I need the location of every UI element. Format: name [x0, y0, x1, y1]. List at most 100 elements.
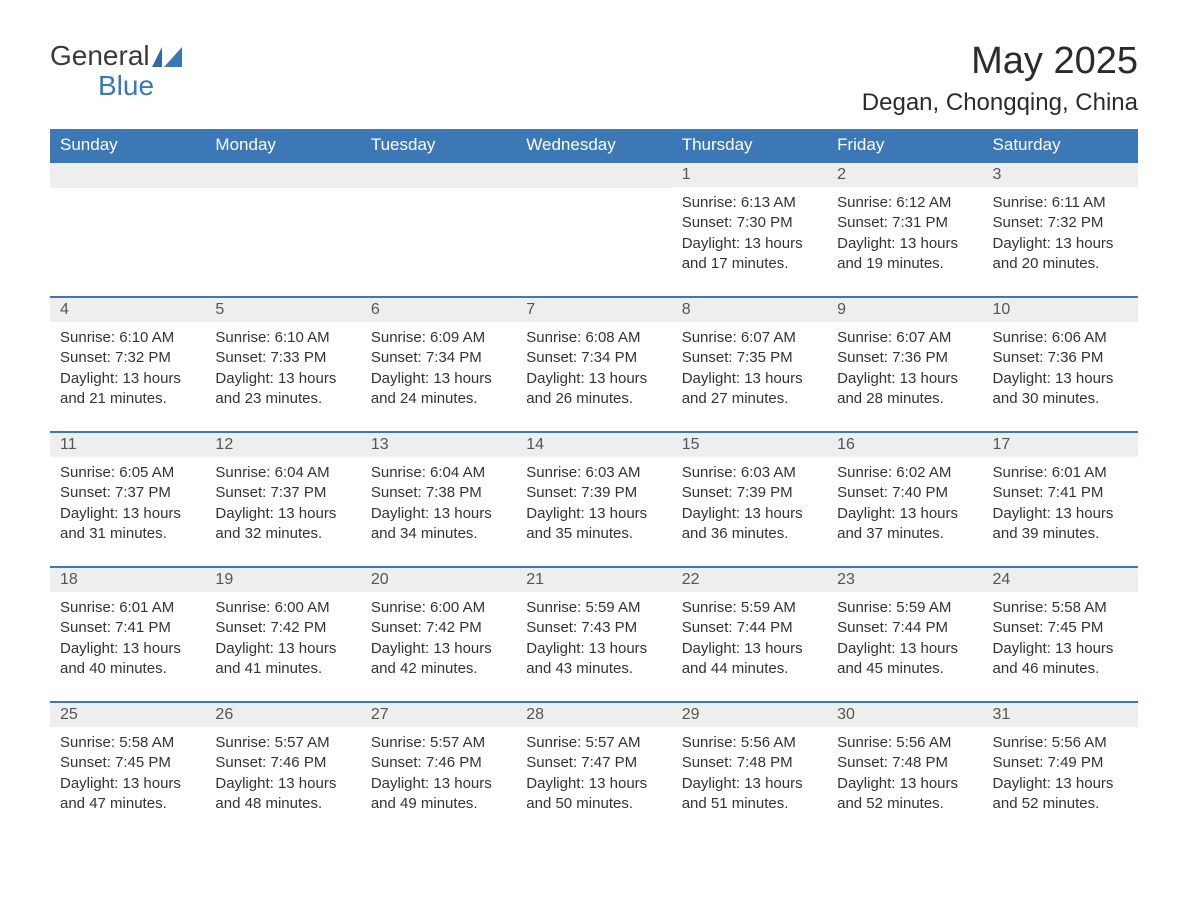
day-cell: 21Sunrise: 5:59 AMSunset: 7:43 PMDayligh…	[516, 567, 671, 702]
daylight-text: Daylight: 13 hours and 52 minutes.	[837, 774, 972, 815]
day-content: Sunrise: 6:02 AMSunset: 7:40 PMDaylight:…	[827, 461, 982, 544]
day-number: 23	[827, 568, 982, 592]
day-cell: 9Sunrise: 6:07 AMSunset: 7:36 PMDaylight…	[827, 297, 982, 432]
daylight-text: Daylight: 13 hours and 50 minutes.	[526, 774, 661, 815]
sunset-text: Sunset: 7:39 PM	[682, 483, 817, 503]
sunrise-text: Sunrise: 6:08 AM	[526, 328, 661, 348]
day-number: 24	[983, 568, 1138, 592]
sunrise-text: Sunrise: 5:57 AM	[215, 733, 350, 753]
sunrise-text: Sunrise: 6:06 AM	[993, 328, 1128, 348]
sunrise-text: Sunrise: 5:59 AM	[682, 598, 817, 618]
sunset-text: Sunset: 7:46 PM	[371, 753, 506, 773]
sunrise-text: Sunrise: 6:04 AM	[215, 463, 350, 483]
day-content: Sunrise: 6:04 AMSunset: 7:38 PMDaylight:…	[361, 461, 516, 544]
empty-day	[516, 163, 671, 188]
day-number: 16	[827, 433, 982, 457]
week-row: 1Sunrise: 6:13 AMSunset: 7:30 PMDaylight…	[50, 162, 1138, 297]
sunrise-text: Sunrise: 6:13 AM	[682, 193, 817, 213]
sunset-text: Sunset: 7:38 PM	[371, 483, 506, 503]
day-cell: 27Sunrise: 5:57 AMSunset: 7:46 PMDayligh…	[361, 702, 516, 836]
day-content: Sunrise: 6:01 AMSunset: 7:41 PMDaylight:…	[983, 461, 1138, 544]
sunrise-text: Sunrise: 6:10 AM	[60, 328, 195, 348]
daylight-text: Daylight: 13 hours and 27 minutes.	[682, 369, 817, 410]
sunrise-text: Sunrise: 5:59 AM	[526, 598, 661, 618]
sunrise-text: Sunrise: 6:12 AM	[837, 193, 972, 213]
daylight-text: Daylight: 13 hours and 52 minutes.	[993, 774, 1128, 815]
sunset-text: Sunset: 7:35 PM	[682, 348, 817, 368]
day-cell: 15 Sunrise: 6:03 AMSunset: 7:39 PMDayligh…	[672, 432, 827, 567]
weekday-header: Tuesday	[361, 129, 516, 162]
daylight-text: Daylight: 13 hours and 40 minutes.	[60, 639, 195, 680]
sunrise-text: Sunrise: 6:03 AM	[682, 463, 817, 483]
sunset-text: Sunset: 7:48 PM	[682, 753, 817, 773]
sunrise-text: Sunrise: 6:05 AM	[60, 463, 195, 483]
empty-day	[50, 163, 205, 188]
day-cell: 16 Sunrise: 6:02 AMSunset: 7:40 PMDayligh…	[827, 432, 982, 567]
daylight-text: Daylight: 13 hours and 17 minutes.	[682, 234, 817, 275]
day-cell: 13 Sunrise: 6:04 AMSunset: 7:38 PMDayligh…	[361, 432, 516, 567]
weekday-header-row: Sunday Monday Tuesday Wednesday Thursday…	[50, 129, 1138, 162]
day-number: 30	[827, 703, 982, 727]
day-number: 17	[983, 433, 1138, 457]
week-row: 11Sunrise: 6:05 AMSunset: 7:37 PMDayligh…	[50, 432, 1138, 567]
weekday-header: Wednesday	[516, 129, 671, 162]
day-content: Sunrise: 5:58 AMSunset: 7:45 PMDaylight:…	[50, 731, 205, 814]
day-number: 11	[50, 433, 205, 457]
day-content: Sunrise: 5:57 AMSunset: 7:47 PMDaylight:…	[516, 731, 671, 814]
day-content: Sunrise: 6:09 AMSunset: 7:34 PMDaylight:…	[361, 326, 516, 409]
day-cell: 20Sunrise: 6:00 AMSunset: 7:42 PMDayligh…	[361, 567, 516, 702]
day-content: Sunrise: 5:56 AMSunset: 7:49 PMDaylight:…	[983, 731, 1138, 814]
logo-flag-icon	[152, 42, 182, 74]
day-cell: 29Sunrise: 5:56 AMSunset: 7:48 PMDayligh…	[672, 702, 827, 836]
daylight-text: Daylight: 13 hours and 49 minutes.	[371, 774, 506, 815]
day-cell: 6Sunrise: 6:09 AMSunset: 7:34 PMDaylight…	[361, 297, 516, 432]
daylight-text: Daylight: 13 hours and 21 minutes.	[60, 369, 195, 410]
sunrise-text: Sunrise: 5:56 AM	[682, 733, 817, 753]
day-number: 19	[205, 568, 360, 592]
day-content: Sunrise: 6:07 AMSunset: 7:35 PMDaylight:…	[672, 326, 827, 409]
day-number: 8	[672, 298, 827, 322]
daylight-text: Daylight: 13 hours and 43 minutes.	[526, 639, 661, 680]
sunset-text: Sunset: 7:41 PM	[993, 483, 1128, 503]
daylight-text: Daylight: 13 hours and 35 minutes.	[526, 504, 661, 545]
day-number: 25	[50, 703, 205, 727]
day-content: Sunrise: 5:59 AMSunset: 7:44 PMDaylight:…	[827, 596, 982, 679]
day-content: Sunrise: 6:00 AMSunset: 7:42 PMDaylight:…	[205, 596, 360, 679]
day-number: 5	[205, 298, 360, 322]
day-number: 28	[516, 703, 671, 727]
day-content: Sunrise: 6:12 AMSunset: 7:31 PMDaylight:…	[827, 191, 982, 274]
daylight-text: Daylight: 13 hours and 34 minutes.	[371, 504, 506, 545]
day-number: 26	[205, 703, 360, 727]
day-content: Sunrise: 6:00 AMSunset: 7:42 PMDaylight:…	[361, 596, 516, 679]
day-number: 4	[50, 298, 205, 322]
sunset-text: Sunset: 7:46 PM	[215, 753, 350, 773]
day-content: Sunrise: 6:01 AMSunset: 7:41 PMDaylight:…	[50, 596, 205, 679]
day-content: Sunrise: 6:03 AMSunset: 7:39 PMDaylight:…	[672, 461, 827, 544]
sunset-text: Sunset: 7:42 PM	[215, 618, 350, 638]
sunset-text: Sunset: 7:45 PM	[60, 753, 195, 773]
sunset-text: Sunset: 7:36 PM	[837, 348, 972, 368]
day-number: 13	[361, 433, 516, 457]
day-content: Sunrise: 6:07 AMSunset: 7:36 PMDaylight:…	[827, 326, 982, 409]
day-number: 31	[983, 703, 1138, 727]
sunset-text: Sunset: 7:43 PM	[526, 618, 661, 638]
day-cell: 4Sunrise: 6:10 AMSunset: 7:32 PMDaylight…	[50, 297, 205, 432]
weekday-header: Monday	[205, 129, 360, 162]
daylight-text: Daylight: 13 hours and 47 minutes.	[60, 774, 195, 815]
daylight-text: Daylight: 13 hours and 46 minutes.	[993, 639, 1128, 680]
daylight-text: Daylight: 13 hours and 37 minutes.	[837, 504, 972, 545]
day-number: 10	[983, 298, 1138, 322]
daylight-text: Daylight: 13 hours and 48 minutes.	[215, 774, 350, 815]
weekday-header: Friday	[827, 129, 982, 162]
daylight-text: Daylight: 13 hours and 28 minutes.	[837, 369, 972, 410]
day-number: 22	[672, 568, 827, 592]
sunrise-text: Sunrise: 5:56 AM	[837, 733, 972, 753]
day-number: 15	[672, 433, 827, 457]
day-cell: 23 Sunrise: 5:59 AMSunset: 7:44 PMDayligh…	[827, 567, 982, 702]
daylight-text: Daylight: 13 hours and 32 minutes.	[215, 504, 350, 545]
day-cell: 18Sunrise: 6:01 AMSunset: 7:41 PMDayligh…	[50, 567, 205, 702]
day-number: 3	[983, 163, 1138, 187]
day-cell: 12Sunrise: 6:04 AMSunset: 7:37 PMDayligh…	[205, 432, 360, 567]
week-row: 18Sunrise: 6:01 AMSunset: 7:41 PMDayligh…	[50, 567, 1138, 702]
day-cell: 25 Sunrise: 5:58 AMSunset: 7:45 PMDayligh…	[50, 702, 205, 836]
